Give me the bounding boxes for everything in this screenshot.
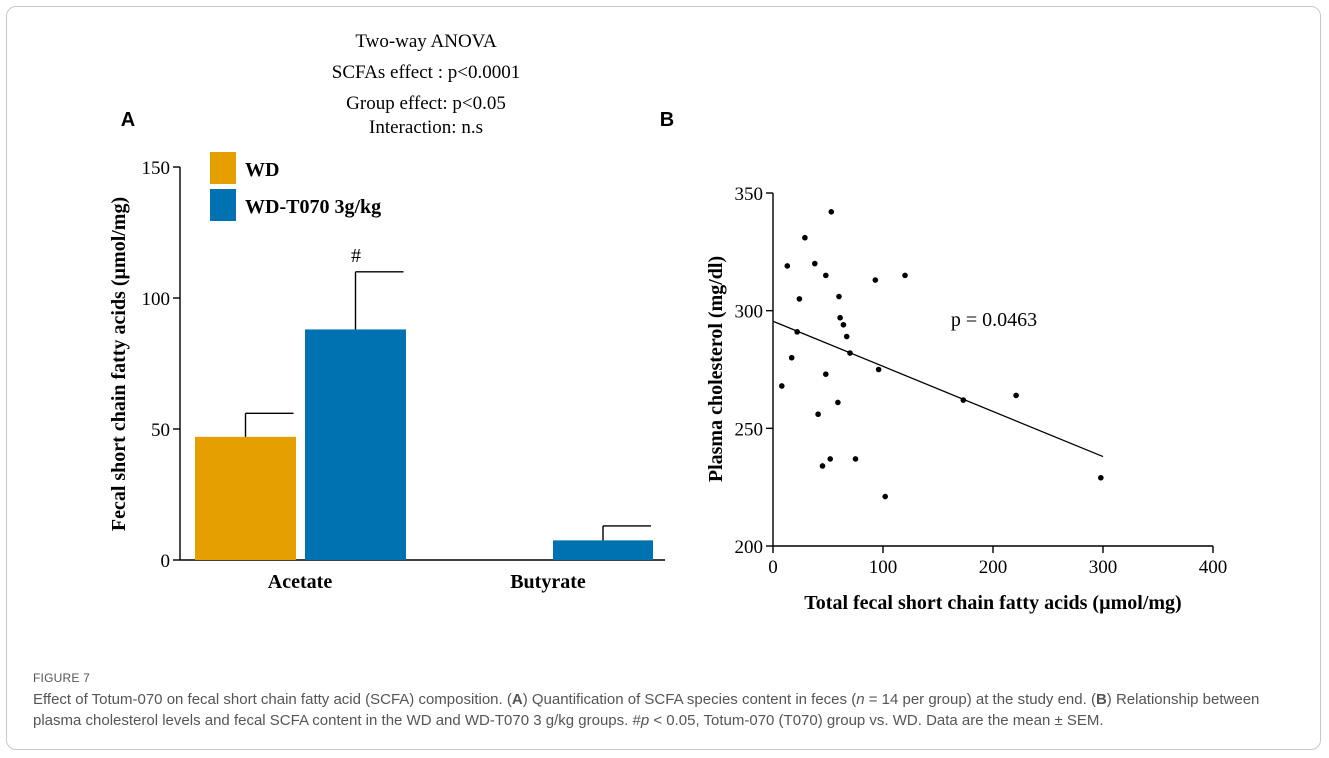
caption-p: p xyxy=(640,712,650,729)
anova-annotation: Two-way ANOVA SCFAs effect : p<0.0001 Gr… xyxy=(332,31,520,138)
bar-chart: 0 50 100 150 Fecal short chain fatty acids (… xyxy=(108,152,665,593)
panel-a-letter: A xyxy=(121,109,135,131)
y-tick-label: 200 xyxy=(735,537,764,558)
y-tick-label: 350 xyxy=(735,184,764,205)
scatter-point xyxy=(815,411,821,418)
y-tick-label: 0 xyxy=(161,551,171,572)
anova-line-1: Two-way ANOVA xyxy=(355,31,497,52)
scatter-point xyxy=(872,277,879,283)
scatter-point xyxy=(796,296,803,302)
scatter-point xyxy=(827,456,833,462)
scatter-point xyxy=(819,463,826,469)
legend-swatch xyxy=(210,152,236,184)
figure-frame xyxy=(6,6,1321,750)
scatter-point xyxy=(902,272,908,279)
caption-ref-a: A xyxy=(511,691,523,708)
caption-text: ) Relationship between plasma cholestero… xyxy=(33,691,1260,729)
caption-ref-b: B xyxy=(1095,691,1107,708)
scatter-point xyxy=(852,456,859,462)
figure-7-charts: A Two-way ANOVA SCFAs effect : p<0.0001 … xyxy=(108,31,1227,614)
y-tick-label: 300 xyxy=(735,302,764,323)
scatter-point xyxy=(779,383,785,389)
p-value-annotation: p = 0.0463 xyxy=(951,309,1037,331)
anova-line-4: Interaction: n.s xyxy=(369,117,483,138)
scatter-point xyxy=(836,293,842,300)
scatter-point xyxy=(882,493,888,500)
scatter-point xyxy=(840,321,847,328)
caption-text: ) Quantification of SCFA species content… xyxy=(522,691,857,708)
panel-b-letter: B xyxy=(660,109,674,131)
scatter-point xyxy=(835,399,841,406)
figure-caption: Effect of Totum-070 on fecal short chain… xyxy=(33,689,1298,731)
anova-line-3: Group effect: p<0.05 xyxy=(346,93,506,114)
x-tick-label: 400 xyxy=(1199,557,1228,578)
bar-wd-t070-3g-kg-butyrate xyxy=(553,540,653,560)
scatter-point xyxy=(802,234,808,241)
bar-wd-acetate xyxy=(195,436,296,560)
legend-label: WD-T070 3g/kg xyxy=(245,196,381,218)
scatter-point xyxy=(828,209,835,215)
scatter-point xyxy=(784,263,791,269)
scatter-point xyxy=(823,371,829,378)
bar-wd-t070-3g-kg-acetate xyxy=(305,329,406,560)
x-tick-label: 100 xyxy=(869,557,898,578)
caption-text: Effect of Totum-070 on fecal short chain… xyxy=(33,691,512,708)
figure-label: FIGURE 7 xyxy=(33,671,90,685)
y-tick-label: 150 xyxy=(142,158,171,179)
y-tick-label: 250 xyxy=(735,419,764,440)
caption-n: n xyxy=(856,691,865,708)
scatter-point xyxy=(875,366,882,373)
scatter-point xyxy=(1098,474,1104,481)
scatter-point xyxy=(823,272,829,279)
x-tick-label: Butyrate xyxy=(510,571,586,593)
scatter-point xyxy=(1013,392,1019,399)
scatter-point xyxy=(843,333,850,340)
regression-line xyxy=(772,320,1104,458)
x-axis-label: Total fecal short chain fatty acids (µmo… xyxy=(804,592,1181,614)
scatter-point xyxy=(837,314,843,321)
x-tick-label: 300 xyxy=(1089,557,1118,578)
legend-label: WD xyxy=(245,159,279,181)
x-tick-label: Acetate xyxy=(268,571,333,593)
scatter-point xyxy=(788,354,795,361)
x-tick-label: 200 xyxy=(979,557,1008,578)
significance-mark: # xyxy=(351,245,361,267)
scatter-chart: 200 250 300 350 0 100 200 300 400 Total fecal sho… xyxy=(705,184,1227,614)
x-tick-label: 0 xyxy=(768,557,778,578)
y-axis-label: Plasma cholesterol (mg/dl) xyxy=(705,256,727,482)
scatter-point xyxy=(812,260,818,267)
y-tick-label: 50 xyxy=(151,420,170,441)
caption-text: = 14 per group) at the study end. ( xyxy=(864,691,1096,708)
anova-line-2: SCFAs effect : p<0.0001 xyxy=(332,62,520,83)
legend-swatch xyxy=(210,189,236,221)
y-tick-label: 100 xyxy=(142,289,171,310)
caption-text: < 0.05, Totum-070 (T070) group vs. WD. D… xyxy=(649,712,1104,729)
y-axis-label: Fecal short chain fatty acids (µmol/mg) xyxy=(108,197,130,531)
